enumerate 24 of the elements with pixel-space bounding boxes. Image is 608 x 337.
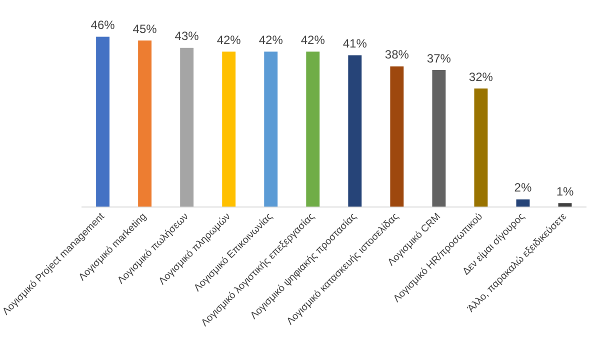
bar xyxy=(222,52,236,207)
data-label: 42% xyxy=(216,32,242,47)
bar xyxy=(432,70,446,207)
data-label: 45% xyxy=(132,22,158,36)
data-label: 37% xyxy=(426,51,452,66)
data-label: 42% xyxy=(300,32,326,47)
bar xyxy=(138,40,152,207)
bar xyxy=(516,199,530,207)
data-label: 46% xyxy=(90,18,116,32)
bar xyxy=(96,36,110,207)
bar xyxy=(558,203,572,207)
bar xyxy=(348,55,362,207)
data-label: 38% xyxy=(384,48,410,62)
data-label: 43% xyxy=(174,29,200,44)
bar xyxy=(390,66,404,207)
data-label: 2% xyxy=(514,180,532,195)
data-label: 42% xyxy=(258,32,284,47)
data-label: 32% xyxy=(468,70,494,84)
bar xyxy=(180,48,194,207)
data-label: 1% xyxy=(556,184,574,198)
bar xyxy=(264,52,278,207)
bar xyxy=(306,52,320,207)
data-label: 41% xyxy=(342,36,368,51)
bar xyxy=(474,88,488,207)
